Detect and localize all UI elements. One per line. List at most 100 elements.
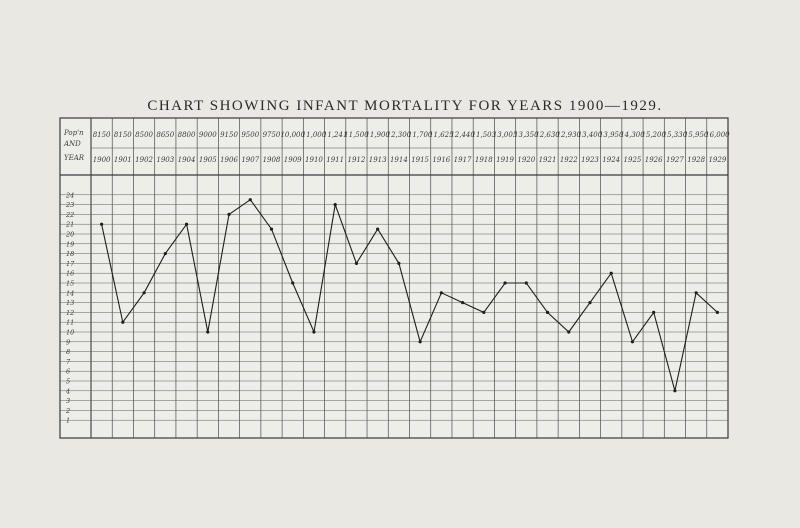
- data-point: [609, 271, 613, 275]
- y-tick-label: 6: [66, 368, 70, 376]
- population-label: 11,700: [408, 131, 433, 139]
- y-tick-label: 14: [66, 289, 74, 297]
- year-label: 1922: [560, 156, 578, 164]
- population-label: 12,930: [557, 131, 582, 139]
- population-label: 8500: [135, 131, 153, 139]
- population-label: 13,950: [599, 131, 624, 139]
- data-point: [715, 310, 719, 314]
- y-tick-label: 5: [66, 378, 70, 386]
- year-label: 1902: [135, 156, 153, 164]
- chart-title: CHART SHOWING INFANT MORTALITY FOR YEARS…: [147, 98, 662, 114]
- data-point: [248, 198, 252, 202]
- y-tick-label: 1: [66, 417, 70, 425]
- y-tick-label: 2: [65, 407, 70, 415]
- year-label: 1926: [645, 156, 663, 164]
- population-label: 11,241: [323, 131, 348, 139]
- population-label: 13,400: [578, 131, 603, 139]
- year-label: YEAR: [64, 154, 85, 162]
- year-label: 1900: [93, 156, 111, 164]
- year-label: 1921: [539, 156, 557, 164]
- year-label: 1919: [496, 156, 514, 164]
- y-tick-label: 17: [66, 260, 75, 268]
- data-point: [545, 310, 550, 314]
- population-label: 12,630: [535, 131, 560, 139]
- year-label: 1928: [687, 156, 705, 164]
- mortality-series: [100, 198, 719, 393]
- y-tick-label: 15: [66, 280, 74, 288]
- population-label: 9750: [263, 131, 281, 139]
- year-label: 1916: [432, 156, 450, 164]
- population-label: 16,000: [705, 131, 730, 139]
- population-label: 9000: [199, 131, 217, 139]
- data-point: [142, 291, 146, 295]
- y-tick-label: 19: [66, 240, 74, 248]
- year-label: 1927: [666, 156, 684, 164]
- population-label: 9150: [220, 131, 238, 139]
- y-tick-label: 9: [66, 338, 70, 346]
- year-label: 1918: [475, 156, 493, 164]
- data-point: [630, 340, 635, 344]
- data-point: [439, 291, 443, 295]
- y-tick-label: 12: [66, 309, 74, 317]
- population-label: 11,625: [429, 131, 454, 139]
- data-point: [121, 320, 125, 324]
- population-label: 8800: [178, 131, 196, 139]
- population-label: 8150: [114, 131, 132, 139]
- year-label: 1924: [602, 156, 620, 164]
- year-label: 1925: [624, 156, 642, 164]
- year-label: 1914: [390, 156, 408, 164]
- data-point: [524, 281, 528, 285]
- data-point: [673, 389, 677, 393]
- y-tick-label: 7: [66, 358, 71, 366]
- population-label: 13,005: [493, 131, 518, 139]
- data-point: [694, 291, 698, 295]
- data-point: [227, 212, 231, 216]
- pop-label: Pop'n: [63, 129, 84, 137]
- y-tick-label: 21: [65, 221, 74, 229]
- y-tick-label: 20: [65, 231, 74, 239]
- year-label: 1905: [199, 156, 217, 164]
- year-label: 1920: [517, 156, 535, 164]
- population-label: 12,440: [450, 131, 475, 139]
- year-label: 1910: [305, 156, 323, 164]
- year-label: 1906: [220, 156, 238, 164]
- data-point: [588, 301, 592, 305]
- year-label: 1909: [284, 156, 302, 164]
- population-label: 11,500: [344, 131, 369, 139]
- data-point: [312, 330, 316, 334]
- data-point: [354, 261, 359, 265]
- year-label: 1917: [454, 156, 472, 164]
- population-label: 15,330: [663, 131, 688, 139]
- year-label: 1903: [156, 156, 174, 164]
- data-point: [184, 222, 189, 226]
- data-point: [163, 252, 167, 256]
- population-label: 8150: [93, 131, 111, 139]
- y-tick-label: 18: [66, 250, 74, 258]
- chart-header: Pop'n AND YEAR 8150 8150 8500 8650 8800 9000 9…: [63, 129, 730, 164]
- population-label: 13,350: [514, 131, 539, 139]
- y-tick-label: 23: [65, 201, 74, 209]
- y-tick-label: 4: [65, 387, 70, 395]
- chart-frame: [59, 117, 729, 439]
- y-tick-label: 3: [66, 397, 70, 405]
- y-tick-label: 11: [66, 319, 74, 327]
- data-point: [460, 301, 465, 305]
- year-label: 1912: [348, 156, 366, 164]
- data-point: [100, 222, 104, 226]
- y-tick-label: 13: [66, 299, 74, 307]
- chart-grid: [60, 118, 728, 438]
- population-label: 11,900: [365, 131, 390, 139]
- population-label: 14,300: [620, 131, 645, 139]
- y-tick-label: 22: [65, 211, 74, 219]
- data-point: [376, 227, 380, 231]
- year-label: 1907: [241, 156, 259, 164]
- year-label: 1911: [326, 156, 344, 164]
- year-label: 1915: [411, 156, 429, 164]
- population-label: 8650: [156, 131, 174, 139]
- population-label: 12,300: [387, 131, 412, 139]
- data-point: [397, 261, 401, 265]
- data-point: [418, 340, 422, 344]
- year-label: 1904: [178, 156, 196, 164]
- y-tick-label: 10: [66, 329, 74, 337]
